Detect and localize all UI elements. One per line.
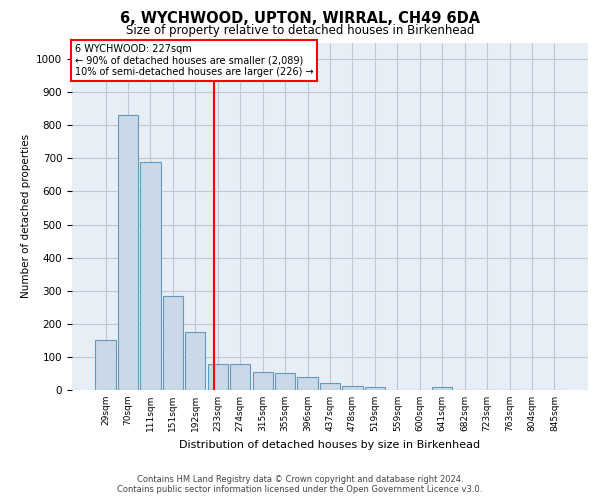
Bar [298, 377, 317, 390]
Bar [275, 374, 295, 390]
Text: Size of property relative to detached houses in Birkenhead: Size of property relative to detached ho… [126, 24, 474, 37]
Bar [118, 116, 138, 390]
Bar [320, 382, 340, 390]
Text: Contains HM Land Registry data © Crown copyright and database right 2024.
Contai: Contains HM Land Registry data © Crown c… [118, 474, 482, 494]
Bar [140, 162, 161, 390]
Bar [253, 372, 273, 390]
Text: 6 WYCHWOOD: 227sqm
← 90% of detached houses are smaller (2,089)
10% of semi-deta: 6 WYCHWOOD: 227sqm ← 90% of detached hou… [74, 44, 313, 78]
Bar [230, 364, 250, 390]
Bar [95, 340, 116, 390]
Bar [208, 364, 228, 390]
Text: 6, WYCHWOOD, UPTON, WIRRAL, CH49 6DA: 6, WYCHWOOD, UPTON, WIRRAL, CH49 6DA [120, 11, 480, 26]
Bar [185, 332, 205, 390]
Bar [365, 388, 385, 390]
Bar [432, 388, 452, 390]
X-axis label: Distribution of detached houses by size in Birkenhead: Distribution of detached houses by size … [179, 440, 481, 450]
Bar [163, 296, 183, 390]
Bar [343, 386, 362, 390]
Y-axis label: Number of detached properties: Number of detached properties [20, 134, 31, 298]
